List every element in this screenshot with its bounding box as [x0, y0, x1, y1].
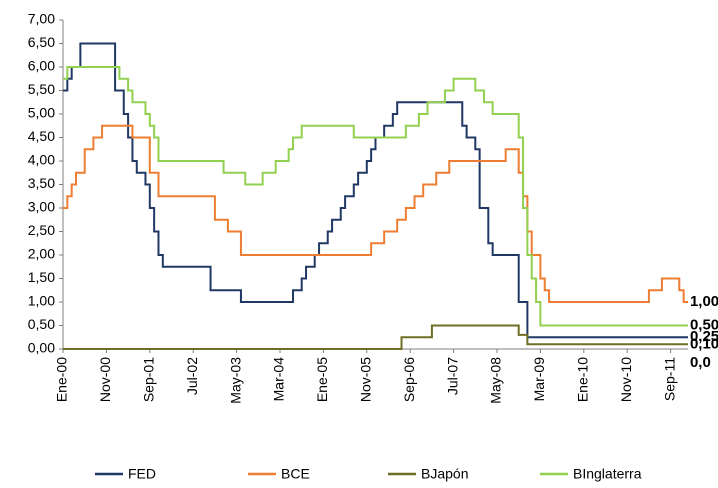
- end-label: 1,00: [690, 293, 718, 310]
- y-tick-label: 6,50: [28, 34, 55, 50]
- y-tick-label: 4,00: [28, 152, 55, 168]
- x-tick-label: Mar-09: [531, 357, 547, 402]
- y-tick-label: 4,50: [28, 128, 55, 144]
- x-tick-label: Nov-10: [618, 357, 634, 402]
- y-tick-label: 1,50: [28, 269, 55, 285]
- annotation: 0,0: [690, 354, 711, 371]
- x-tick-label: May-03: [227, 357, 243, 404]
- x-tick-label: Mar-04: [271, 357, 287, 402]
- end-label: 0,25: [690, 328, 718, 345]
- y-tick-label: 7,00: [28, 11, 55, 27]
- x-tick-label: Sep-01: [141, 357, 157, 402]
- end-label: 0,50: [690, 316, 718, 333]
- series-line: [63, 324, 688, 350]
- y-tick-label: 5,50: [28, 81, 55, 97]
- x-tick-label: Sep-06: [401, 357, 417, 402]
- x-tick-label: Jul-02: [184, 357, 200, 395]
- x-tick-label: Nov-05: [358, 357, 374, 402]
- y-tick-label: 2,00: [28, 246, 55, 262]
- y-tick-label: 6,00: [28, 58, 55, 74]
- series-line: [63, 124, 688, 303]
- series-line: [63, 66, 688, 327]
- y-tick-label: 1,00: [28, 293, 55, 309]
- y-tick-label: 3,50: [28, 175, 55, 191]
- x-tick-label: Ene-05: [314, 357, 330, 402]
- end-label: 0,10: [690, 335, 718, 352]
- y-tick-label: 0,50: [28, 316, 55, 332]
- series-line: [63, 42, 688, 339]
- legend-label: BJapón: [421, 466, 468, 482]
- y-tick-label: 3,00: [28, 199, 55, 215]
- y-tick-label: 5,00: [28, 105, 55, 121]
- x-tick-label: Nov-00: [97, 357, 113, 402]
- y-tick-label: 2,50: [28, 222, 55, 238]
- x-tick-label: Jul-07: [444, 357, 460, 395]
- legend-label: BInglaterra: [573, 466, 642, 482]
- legend-label: BCE: [281, 466, 310, 482]
- x-tick-label: Ene-10: [575, 357, 591, 402]
- x-tick-label: Sep-11: [661, 357, 677, 401]
- y-tick-label: 0,00: [28, 340, 55, 356]
- x-tick-label: May-08: [488, 357, 504, 404]
- legend-label: FED: [128, 466, 156, 482]
- x-tick-label: Ene-00: [54, 357, 70, 402]
